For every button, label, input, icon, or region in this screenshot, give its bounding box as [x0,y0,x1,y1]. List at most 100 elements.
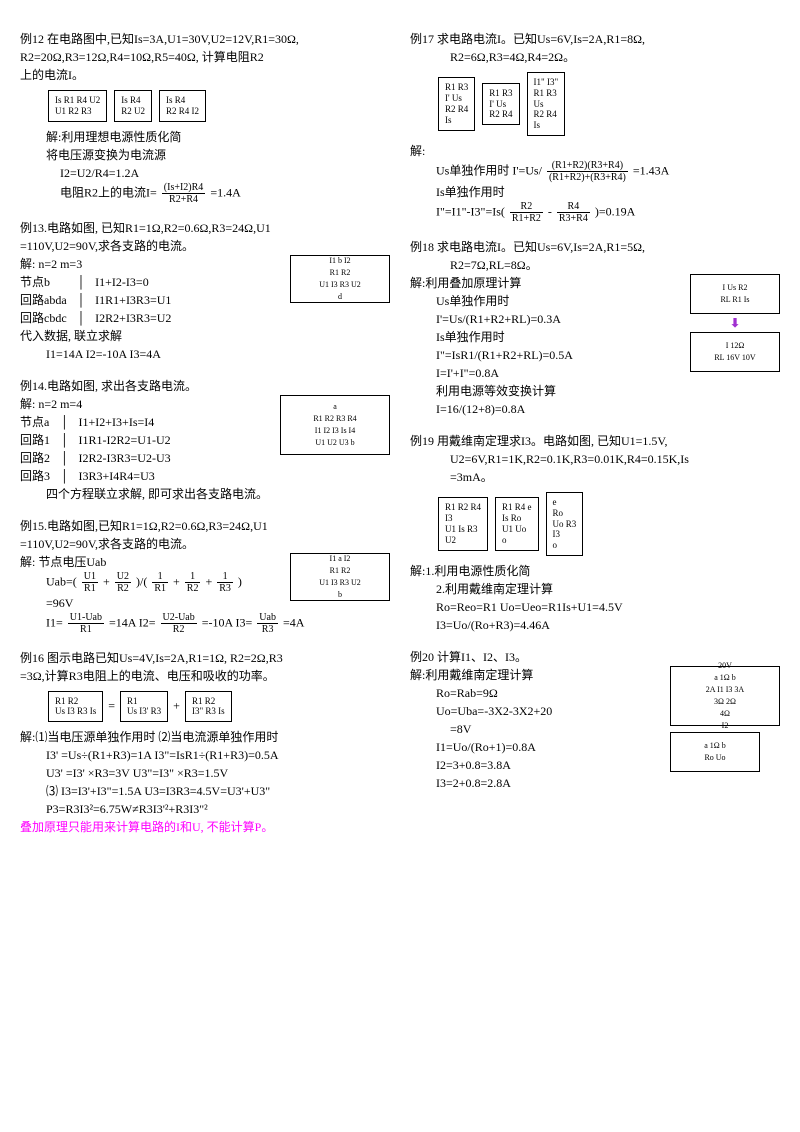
fraction: U1R1 [82,571,98,594]
p19-title-3: =3mA。 [410,468,780,486]
denominator: R2 [161,624,197,635]
p18-title-1: 例18 求电路电流I。已知Us=6V,Is=2A,R1=5Ω, [410,238,780,256]
eq-label: 节点b [20,273,77,291]
denominator: (R1+R2)+(R3+R4) [547,172,628,183]
p14-title: 例14.电路如图, 求出各支路电流。 [20,377,390,395]
eq-text: - [548,204,555,218]
denominator: R3 [217,583,233,594]
eq-text: │ [60,467,79,485]
circuit-diagram: R1 R3I' UsR2 R4 [482,83,519,125]
denominator: R3 [257,624,278,635]
p15-eq-1: Uab=( U1R1 + U2R2 )/( 1R1 + 1R2 + 1R3 ) [20,571,282,594]
numerator: U2-Uab [161,612,197,624]
problem-15: 例15.电路如图,已知R1=1Ω,R2=0.6Ω,R3=24Ω,U1 =110V… [20,517,390,635]
denominator: R2 [115,583,131,594]
p12-title-1: 例12 在电路图中,已知Is=3A,U1=30V,U2=12V,R1=30Ω, [20,30,390,48]
denominator: R2+R4 [162,194,206,205]
circuit-diagram: I1 b I2R1 R2U1 I3 R3 U2d [290,255,390,303]
circuit-diagram: a 1Ω bRo Uo [670,732,760,772]
fraction: U2R2 [115,571,131,594]
p16-eq-4: P3=R3I3²=6.75W≠R3I3'²+R3I3"² [20,800,390,818]
numerator: R2 [510,201,543,213]
p16-title-2: =3Ω,计算R3电阻上的电流、电压和吸收的功率。 [20,667,390,685]
p16-title-1: 例16 图示电路已知Us=4V,Is=2A,R1=1Ω, R2=2Ω,R3 [20,649,390,667]
eq-text: I1= [46,615,63,629]
eq-text: 电阻R2上的电流I= [60,185,157,199]
eq-text: I2R2+I3R3=U2 [95,309,181,327]
eq-text: I3R3+I4R4=U3 [79,467,181,485]
circuit-diagram: I 12ΩRL 16V 10V [690,332,780,372]
circuit-diagram: Is R1 R4 U2U1 R2 R3 [48,90,107,122]
p19-eq-1: Ro=Reo=R1 Uo=Ueo=R1Is+U1=4.5V [410,598,780,616]
numerator: 1 [152,571,168,583]
problem-20: 例20 计算I1、I2、I3。 解:利用戴维南定理计算 Ro=Rab=9Ω Uo… [410,648,780,792]
eq-text: + [103,574,113,588]
fraction: (Is+I2)R4 R2+R4 [162,182,206,205]
p12-eq-1: I2=U2/R4=1.2A [20,164,390,182]
right-column: 例17 求电路电流I。已知Us=6V,Is=2A,R1=8Ω, R2=6Ω,R3… [410,30,780,850]
eq-text: │ [77,309,96,327]
p13-equations: 节点b│I1+I2-I3=0 回路abda│I1R1+I3R3=U1 回路cbd… [20,273,181,327]
p20-eq-3: =8V [410,720,662,738]
p19-title-2: U2=6V,R1=1K,R2=0.1K,R3=0.01K,R4=0.15K,Is [410,450,780,468]
eq-label: 回路1 [20,431,60,449]
circuit-diagram: R1 R2I3" R3 Is [185,691,232,723]
p12-title-3: 上的电流I。 [20,66,390,84]
p12-sol-2: 将电压源变换为电流源 [20,146,390,164]
denominator: R2 [185,583,201,594]
eq-text: │ [60,413,79,431]
p14-sol-2: 四个方程联立求解, 即可求出各支路电流。 [20,485,390,503]
circuit-diagram: I Us R2RL R1 Is [690,274,780,314]
eq-label: 节点a [20,413,60,431]
problem-19: 例19 用戴维南定理求I3。电路如图, 已知U1=1.5V, U2=6V,R1=… [410,432,780,634]
circuit-diagram: R1 R3I' UsR2 R4Is [438,77,475,130]
numerator: (Is+I2)R4 [162,182,206,194]
eq-text: =1.4A [210,185,240,199]
circuit-diagram: R1 R2 R4I3U1 Is R3U2 [438,497,488,550]
eq-text: I2R2-I3R3=U2-U3 [79,449,181,467]
p15-title-1: 例15.电路如图,已知R1=1Ω,R2=0.6Ω,R3=24Ω,U1 [20,517,390,535]
fraction: R4R3+R4 [557,201,590,224]
eq-text: I1R1-I2R2=U1-U2 [79,431,181,449]
p16-eq-1: I3' =Us÷(R1+R3)=1A I3"=IsR1÷(R1+R3)=0.5A [20,746,390,764]
problem-16: 例16 图示电路已知Us=4V,Is=2A,R1=1Ω, R2=2Ω,R3 =3… [20,649,390,837]
circuit-diagram: R1Us I3' R3 [120,691,168,723]
p17-title-1: 例17 求电路电流I。已知Us=6V,Is=2A,R1=8Ω, [410,30,780,48]
p19-sol-1: 解:1.利用电源性质化简 [410,562,780,580]
eq-text: │ [60,431,79,449]
eq-text: )=0.19A [595,204,635,218]
p14-sol: 解: n=2 m=4 [20,395,272,413]
eq-text: =14A I2= [109,615,156,629]
eq-text: I1+I2+I3+Is=I4 [79,413,181,431]
denominator: R1 [68,624,104,635]
circuit-diagram: R1 R4 eIs RoU1 Uoo [495,497,539,550]
denominator: R3+R4 [557,213,590,224]
denominator: R1+R2 [510,213,543,224]
p20-sol: 解:利用戴维南定理计算 [410,666,662,684]
p13-title-1: 例13.电路如图, 已知R1=1Ω,R2=0.6Ω,R3=24Ω,U1 [20,219,390,237]
eq-text: =1.43A [633,163,669,177]
p16-eq-2: U3' =I3' ×R3=3V U3"=I3" ×R3=1.5V [20,764,390,782]
problem-17: 例17 求电路电流I。已知Us=6V,Is=2A,R1=8Ω, R2=6Ω,R3… [410,30,780,224]
p17-eq-3: I"=I1"-I3"=Is( R2R1+R2 - R4R3+R4 )=0.19A [410,201,780,224]
p17-eq-1: Us单独作用时 I'=Us/ (R1+R2)(R3+R4)(R1+R2)+(R3… [410,160,780,183]
numerator: (R1+R2)(R3+R4) [547,160,628,172]
eq-label: 回路2 [20,449,60,467]
denominator: R1 [152,583,168,594]
page-container: 例12 在电路图中,已知Is=3A,U1=30V,U2=12V,R1=30Ω, … [20,30,780,850]
eq-text: =-10A I3= [202,615,253,629]
eq-text: │ [60,449,79,467]
p20-eq-6: I3=2+0.8=2.8A [410,774,662,792]
arrow-down-icon: ⬇ [690,314,780,332]
problem-12: 例12 在电路图中,已知Is=3A,U1=30V,U2=12V,R1=30Ω, … [20,30,390,205]
circuit-diagram: I1 a I2R1 R2U1 I3 R3 U2b [290,553,390,601]
p20-eq-4: I1=Uo/(Ro+1)=0.8A [410,738,662,756]
eq-text: =4A [283,615,304,629]
p18-eq-4: I"=IsR1/(R1+R2+RL)=0.5A [410,346,682,364]
p13-sol-2: 代入数据, 联立求解 [20,327,390,345]
circuit-diagram: eRoUo R3I3o [546,492,584,556]
fraction: R2R1+R2 [510,201,543,224]
fraction: (R1+R2)(R3+R4)(R1+R2)+(R3+R4) [547,160,628,183]
eq-text: )/( [136,574,147,588]
p15-eq-2: =96V [20,594,282,612]
